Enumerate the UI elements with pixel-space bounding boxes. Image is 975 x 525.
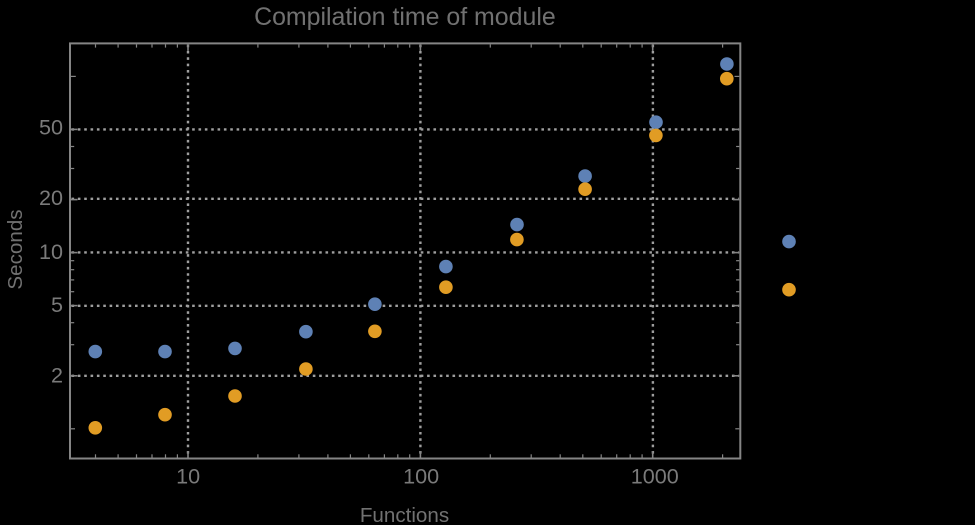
svg-text:50: 50 bbox=[39, 115, 63, 140]
svg-text:20: 20 bbox=[39, 185, 63, 210]
svg-text:1000: 1000 bbox=[631, 463, 679, 488]
svg-text:10: 10 bbox=[39, 239, 63, 264]
svg-text:Seconds: Seconds bbox=[4, 209, 27, 289]
svg-text:Compilation time of module: Compilation time of module bbox=[254, 3, 556, 31]
svg-text:2: 2 bbox=[51, 362, 63, 387]
svg-text:100: 100 bbox=[403, 463, 439, 488]
svg-text:10: 10 bbox=[176, 463, 200, 488]
svg-text:5: 5 bbox=[51, 292, 63, 317]
svg-text:Functions: Functions bbox=[360, 504, 449, 525]
